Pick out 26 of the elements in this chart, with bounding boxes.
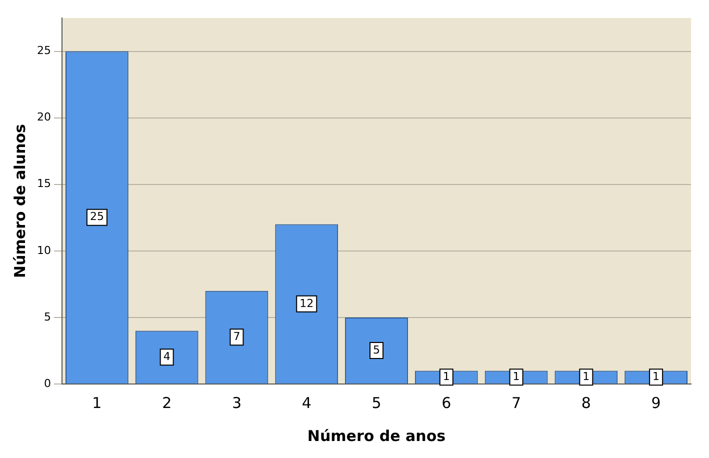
x-tick-label: 3	[232, 394, 242, 412]
x-tick-label: 6	[442, 394, 452, 412]
x-tick-label: 9	[651, 394, 661, 412]
data-label: 1	[652, 370, 660, 383]
y-tick-label: 20	[36, 110, 51, 124]
data-label: 12	[300, 296, 314, 310]
x-tick-label: 2	[162, 394, 172, 412]
data-label: 1	[512, 370, 520, 383]
x-tick-label: 4	[302, 394, 312, 412]
data-label: 1	[442, 370, 450, 383]
data-label: 5	[373, 343, 380, 356]
y-tick-label: 0	[44, 376, 51, 390]
x-axis-title: Número de anos	[307, 426, 446, 445]
x-tick-label: 7	[512, 394, 522, 412]
x-tick-label: 5	[372, 394, 382, 412]
data-label: 7	[233, 330, 240, 344]
data-label: 1	[582, 370, 590, 383]
data-label: 25	[90, 210, 104, 224]
y-tick-label: 10	[36, 244, 51, 257]
y-tick-label: 15	[36, 177, 51, 190]
x-tick-label: 1	[92, 394, 102, 412]
y-tick-label: 5	[44, 310, 51, 324]
data-label: 4	[163, 350, 170, 363]
y-axis-title: Número de alunos	[10, 124, 29, 278]
x-tick-label: 8	[581, 394, 591, 412]
y-tick-label: 25	[36, 44, 51, 58]
